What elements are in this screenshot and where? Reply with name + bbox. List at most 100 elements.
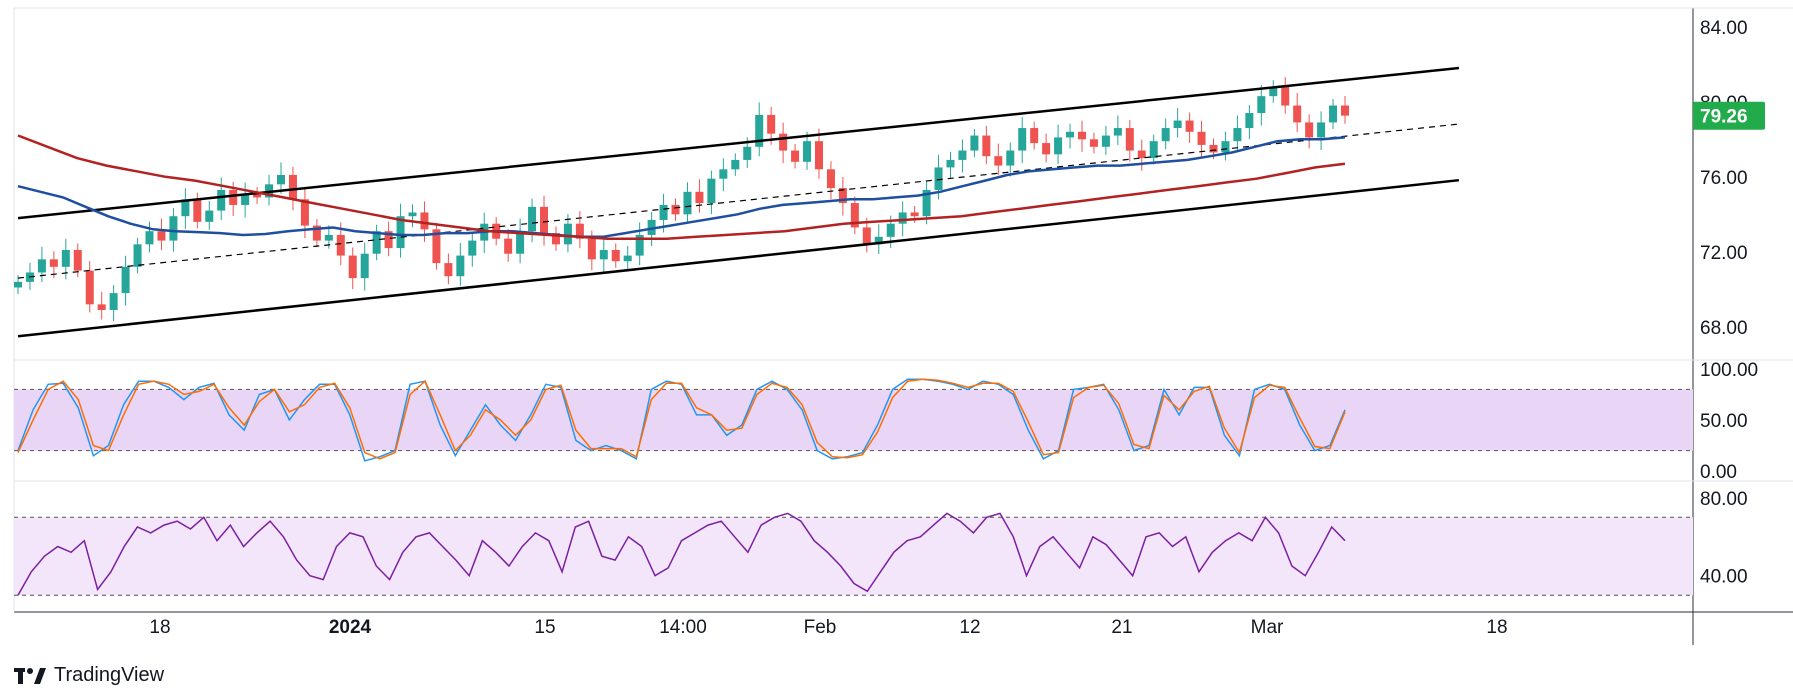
candle-body <box>61 249 70 267</box>
candle-body <box>312 225 321 241</box>
candle-body <box>193 199 202 222</box>
candle-body <box>1149 141 1158 159</box>
candle-body <box>73 249 82 271</box>
stochastic-band-fill <box>14 389 1693 451</box>
candle-body <box>659 204 668 220</box>
last-price-value: 79.26 <box>1700 107 1748 128</box>
time-axis-label: 18 <box>1486 617 1507 638</box>
candle-body <box>432 229 441 264</box>
candle-body <box>372 231 381 254</box>
pane-frames <box>13 7 1793 645</box>
candle-body <box>300 199 309 226</box>
candle-body <box>1077 131 1086 140</box>
candle-body <box>1101 135 1110 147</box>
candle-body <box>37 259 46 273</box>
candle-body <box>1257 96 1266 114</box>
candle-body <box>456 255 465 277</box>
candle-body <box>862 227 871 245</box>
candle-body <box>874 236 883 245</box>
candle-body <box>791 150 800 162</box>
candle-body <box>1185 120 1194 132</box>
brand-name: TradingView <box>54 664 165 686</box>
candle-body <box>1006 150 1015 166</box>
candle-body <box>241 193 250 205</box>
candle-body <box>348 255 357 279</box>
candle-body <box>946 159 955 168</box>
candle-body <box>814 141 823 170</box>
time-axis-label: 12 <box>959 617 980 638</box>
candle-body <box>540 206 549 234</box>
candle-body <box>1137 150 1146 159</box>
candle-body <box>1221 141 1230 153</box>
candle-body <box>145 231 154 245</box>
stochastic-axis-label: 50.00 <box>1700 411 1748 432</box>
candle-body <box>695 191 704 204</box>
candle-body <box>826 169 835 189</box>
candle-body <box>1317 122 1326 138</box>
price-axis-label: 84.00 <box>1700 18 1748 39</box>
candle-body <box>707 178 716 204</box>
candle-body <box>1209 144 1218 153</box>
candle-body <box>360 253 369 279</box>
candle-body <box>719 169 728 179</box>
stochastic-axis-label: 100.00 <box>1700 360 1758 381</box>
time-axis-label: 2024 <box>329 617 372 638</box>
candle-body <box>934 167 943 190</box>
candle-body <box>611 249 620 262</box>
candle-body <box>1054 137 1063 155</box>
candle-body <box>1233 128 1242 142</box>
candle-body <box>1161 128 1170 142</box>
time-axis-label: 21 <box>1111 617 1132 638</box>
price-axis-label: 68.00 <box>1700 318 1748 339</box>
candle-body <box>1305 122 1314 138</box>
candle-body <box>898 212 907 224</box>
candle-body <box>1089 139 1098 147</box>
candle-body <box>97 304 106 310</box>
candle-body <box>1042 143 1051 155</box>
tradingview-brand[interactable]: TradingView <box>14 664 164 687</box>
candle-body <box>1018 128 1027 151</box>
candle-body <box>994 156 1003 166</box>
stochastic-axis-labels: 100.00 50.00 0.00 <box>1700 360 1758 483</box>
candle-body <box>1245 113 1254 129</box>
rsi-axis-labels: 80.00 40.00 <box>1700 489 1748 588</box>
stochastic-lines <box>17 378 1346 462</box>
stochastic-line-2 <box>17 378 1346 460</box>
candle-body <box>205 210 214 222</box>
candle-body <box>384 231 393 249</box>
candle-body <box>1173 120 1182 129</box>
price-indicator-lines <box>17 66 1460 338</box>
candle-body <box>253 193 262 198</box>
channel-lower-line <box>17 178 1460 338</box>
rsi-lines <box>17 512 1346 596</box>
time-axis-label: 18 <box>149 617 170 638</box>
candle-body <box>803 141 812 162</box>
candle-body <box>1281 86 1290 106</box>
last-price-tag-background <box>1693 101 1765 130</box>
candle-body <box>551 233 560 245</box>
candle-body <box>850 203 859 228</box>
candle-body <box>528 206 537 232</box>
time-axis-label: Mar <box>1251 617 1284 638</box>
last-price-tag: 79.26 <box>1693 101 1765 130</box>
candle-body <box>181 199 190 217</box>
candle-body <box>635 234 644 256</box>
candle-body <box>1197 131 1206 145</box>
candle-body <box>157 231 166 241</box>
candle-body <box>1113 128 1122 136</box>
candle-body <box>444 263 453 277</box>
candle-body <box>970 135 979 151</box>
candle-body <box>288 174 297 200</box>
time-axis-label: 14:00 <box>659 617 707 638</box>
candle-body <box>731 159 740 170</box>
candle-body <box>922 189 931 217</box>
candle-body <box>958 150 967 160</box>
candle-body <box>133 244 142 267</box>
candlesticks <box>14 77 1349 322</box>
stochastic-axis-label: 0.00 <box>1700 462 1737 483</box>
candle-body <box>468 240 477 256</box>
candle-body <box>623 255 632 262</box>
candle-body <box>229 189 238 205</box>
